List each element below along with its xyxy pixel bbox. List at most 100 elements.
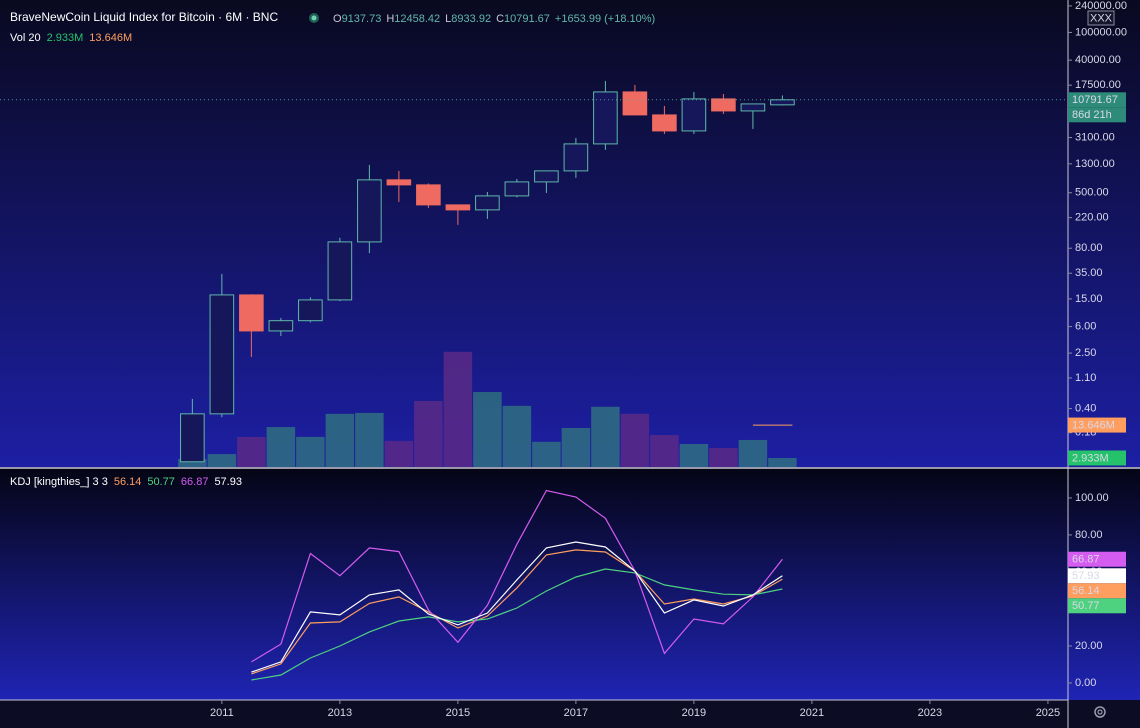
ohlc-prefix: C bbox=[496, 13, 504, 25]
y-tick-label: 1.10 bbox=[1075, 372, 1096, 384]
y-tick-label: 3100.00 bbox=[1075, 131, 1115, 143]
candle-body bbox=[711, 98, 736, 112]
time-axis bbox=[0, 700, 1140, 728]
candle-body bbox=[298, 299, 323, 322]
candle-body bbox=[652, 114, 677, 132]
kdj-tag: 50.77 bbox=[1072, 600, 1100, 612]
y-tick-label: 220.00 bbox=[1075, 212, 1109, 224]
candle-body bbox=[268, 320, 294, 332]
volume-tag-bg bbox=[1068, 450, 1126, 466]
volume-last: 2.933M bbox=[47, 32, 84, 44]
volume-bar bbox=[414, 400, 443, 467]
volume-ma-value: 13.646M bbox=[89, 32, 132, 44]
ohlc-prefix: L bbox=[445, 13, 451, 25]
last-price-tag: 10791.67 bbox=[1072, 94, 1118, 106]
volume-bar bbox=[679, 443, 709, 467]
ohlc-prefix: H bbox=[386, 13, 394, 25]
kdj-tag-bg bbox=[1068, 551, 1126, 567]
x-tick-label: 2015 bbox=[446, 707, 470, 719]
settings-icon[interactable] bbox=[1094, 706, 1106, 718]
kdj-tag-bg bbox=[1068, 598, 1126, 614]
y-tick-label: 35.00 bbox=[1075, 267, 1103, 279]
kdj-tick-label: 0.00 bbox=[1075, 677, 1096, 689]
candle-body bbox=[327, 241, 353, 301]
chart-title: BraveNewCoin Liquid Index for Bitcoin · … bbox=[10, 10, 278, 24]
candle-body bbox=[416, 184, 441, 206]
symbol-box-label[interactable]: XXX bbox=[1090, 12, 1113, 24]
countdown-tag-bg bbox=[1068, 107, 1126, 123]
candle-body bbox=[770, 99, 795, 106]
candle-body bbox=[563, 143, 589, 172]
kdj-tag: 56.14 bbox=[1072, 585, 1100, 597]
y-tick-label: 40000.00 bbox=[1075, 54, 1121, 66]
x-tick-label: 2013 bbox=[328, 707, 352, 719]
volume-bar bbox=[620, 413, 650, 467]
candle-body bbox=[445, 204, 471, 211]
y-tick-label: 240000.00 bbox=[1075, 0, 1127, 12]
gear-hub[interactable] bbox=[1097, 709, 1103, 715]
kdj-tick-label: 20.00 bbox=[1075, 640, 1103, 652]
volume-bar bbox=[650, 435, 679, 467]
y-tick-label: 2.50 bbox=[1075, 347, 1096, 359]
volume-bar bbox=[355, 412, 384, 467]
candle-body bbox=[593, 91, 618, 145]
volume-header: Vol 20 2.933M 13.646M bbox=[10, 32, 132, 44]
kdj-tag: 57.93 bbox=[1072, 570, 1100, 582]
ohlc-prefix: O bbox=[333, 13, 342, 25]
status-dot bbox=[311, 15, 317, 21]
x-tick-label: 2025 bbox=[1036, 707, 1060, 719]
kdj-legend-value: 57.93 bbox=[214, 476, 242, 488]
ohlc-value: 8933.92 bbox=[451, 13, 491, 25]
candle-body bbox=[239, 294, 264, 332]
y-tick-label: 17500.00 bbox=[1075, 79, 1121, 91]
countdown-tag: 86d 21h bbox=[1072, 109, 1112, 121]
kdj-tag: 66.87 bbox=[1072, 554, 1100, 566]
volume-bar bbox=[443, 351, 473, 467]
ohlc-value: 12458.42 bbox=[394, 13, 440, 25]
x-tick-label: 2017 bbox=[564, 707, 588, 719]
y-tick-label: 100000.00 bbox=[1075, 26, 1127, 38]
candle-body bbox=[357, 179, 382, 243]
volume-bar bbox=[207, 454, 237, 467]
kdj-tick-label: 80.00 bbox=[1075, 529, 1103, 541]
x-tick-label: 2019 bbox=[682, 707, 706, 719]
candle-body bbox=[180, 413, 205, 463]
volume-bar bbox=[591, 406, 620, 467]
kdj-tag-bg bbox=[1068, 568, 1126, 584]
volume-bar bbox=[384, 440, 414, 467]
volume-title: Vol 20 bbox=[10, 32, 41, 44]
volume-bar bbox=[709, 447, 738, 467]
kdj-legend-value: 56.14 bbox=[114, 476, 142, 488]
volume-bar bbox=[266, 427, 296, 467]
y-tick-label: 500.00 bbox=[1075, 187, 1109, 199]
candle-body bbox=[740, 103, 766, 112]
price-change: +1653.99 (+18.10%) bbox=[555, 13, 655, 25]
y-tick-label: 80.00 bbox=[1075, 242, 1103, 254]
volume-bar bbox=[738, 439, 768, 467]
volume-bar bbox=[178, 459, 207, 467]
ohlc-value: 10791.67 bbox=[504, 13, 550, 25]
y-tick-label: 0.40 bbox=[1075, 402, 1096, 414]
volume-bar bbox=[296, 436, 325, 467]
candle-body bbox=[386, 179, 412, 186]
kdj-tag-bg bbox=[1068, 583, 1126, 599]
volume-ma-tag: 13.646M bbox=[1072, 419, 1115, 431]
candle-body bbox=[622, 91, 648, 116]
gear-ring[interactable] bbox=[1094, 706, 1106, 718]
candle-body bbox=[209, 294, 235, 415]
kdj-header: KDJ [kingthies_] 3 3 56.14 50.77 66.87 57.93 bbox=[10, 476, 242, 488]
candle-body bbox=[504, 181, 530, 197]
volume-bar bbox=[561, 427, 591, 467]
y-tick-label: 15.00 bbox=[1075, 293, 1103, 305]
x-tick-label: 2021 bbox=[800, 707, 824, 719]
candle-body bbox=[681, 98, 707, 132]
symbol-box[interactable] bbox=[1087, 10, 1115, 26]
kdj-legend-value: 50.77 bbox=[147, 476, 175, 488]
kdj-title: KDJ [kingthies_] 3 3 bbox=[10, 476, 108, 488]
kdj-line bbox=[251, 541, 783, 673]
kdj-line bbox=[251, 489, 783, 663]
x-tick-label: 2011 bbox=[210, 707, 234, 719]
volume-bar bbox=[532, 441, 561, 467]
price-pane bbox=[0, 0, 1140, 467]
